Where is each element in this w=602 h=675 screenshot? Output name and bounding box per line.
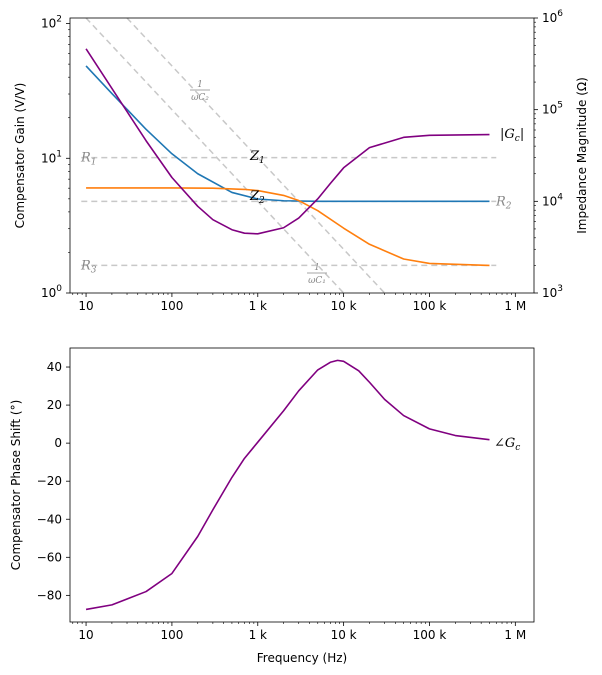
y-axis-label: Compensator Phase Shift (°) — [9, 400, 23, 571]
reference-line-capacitor — [126, 18, 386, 293]
y2-tick-label: 103 — [542, 284, 563, 300]
y-tick-label: 102 — [41, 15, 62, 31]
y-tick-label: 40 — [47, 360, 62, 374]
y-tick-label: −80 — [37, 588, 62, 602]
y-tick-label: 20 — [47, 398, 62, 412]
y-tick-label: 100 — [41, 284, 62, 300]
y2-axis-label: Impedance Magnitude (Ω) — [575, 77, 589, 234]
gain-impedance-panel: 10 100 1 k 10 k 100 k 1 M 100 101 102 103 104 105 10… — [13, 9, 589, 313]
series-line-Z2 — [86, 187, 490, 267]
plot-frame — [69, 17, 535, 294]
y2-tick-label: 104 — [542, 192, 563, 208]
y-tick-label: 0 — [54, 436, 62, 450]
label-Gc-magnitude: |Gc| — [500, 127, 524, 144]
label-inv-wC1-denominator: ωC₁ — [308, 276, 326, 286]
label-Z1: Z1 — [249, 149, 265, 166]
label-Gc-phase: ∠Gc — [494, 436, 520, 453]
y-tick-label: −20 — [37, 474, 62, 488]
label-R1: R1 — [80, 151, 97, 168]
label-R3: R3 — [80, 258, 97, 275]
x-tick-label: 1 k — [249, 299, 267, 313]
series-line-Z1 — [85, 65, 490, 203]
label-inv-wC1: 1 ωC₁ — [307, 263, 327, 286]
label-inv-wC2-numerator: 1 — [197, 80, 203, 90]
y-tick-label: −60 — [37, 550, 62, 564]
x-tick-label: 1 M — [504, 628, 526, 642]
y-tick-label: 101 — [41, 149, 62, 165]
y-axis-label: Compensator Gain (V/V) — [13, 83, 27, 229]
plot-frame — [69, 347, 535, 623]
x-tick-label: 1 k — [249, 628, 267, 642]
x-tick-label: 10 k — [331, 628, 357, 642]
x-tick-label: 100 k — [413, 299, 447, 313]
x-tick-label: 100 k — [413, 628, 447, 642]
x-tick-label: 10 — [78, 299, 93, 313]
y2-tick-label: 106 — [542, 9, 563, 25]
series-line-Gc — [85, 48, 490, 235]
x-tick-label: 10 — [78, 628, 93, 642]
label-inv-wC2-denominator: ωC₂ — [191, 93, 209, 103]
x-axis-label: Frequency (Hz) — [257, 651, 348, 665]
label-Z2: Z2 — [249, 189, 265, 206]
y-tick-label: −40 — [37, 512, 62, 526]
plot-area — [81, 18, 497, 293]
reference-line-capacitor — [85, 18, 345, 293]
series-line-phase — [85, 359, 490, 611]
x-tick-label: 10 k — [331, 299, 357, 313]
phase-panel: 10 100 1 k 10 k 100 k 1 M Frequency (Hz) −80 −60… — [9, 347, 535, 665]
x-tick-label: 1 M — [504, 299, 526, 313]
y2-tick-label: 105 — [542, 101, 563, 117]
label-R2: R2 — [495, 194, 512, 211]
label-inv-wC2: 1 ωC₂ — [190, 80, 210, 103]
x-tick-label: 100 — [160, 628, 183, 642]
label-inv-wC1-numerator: 1 — [314, 263, 320, 273]
x-tick-label: 100 — [160, 299, 183, 313]
